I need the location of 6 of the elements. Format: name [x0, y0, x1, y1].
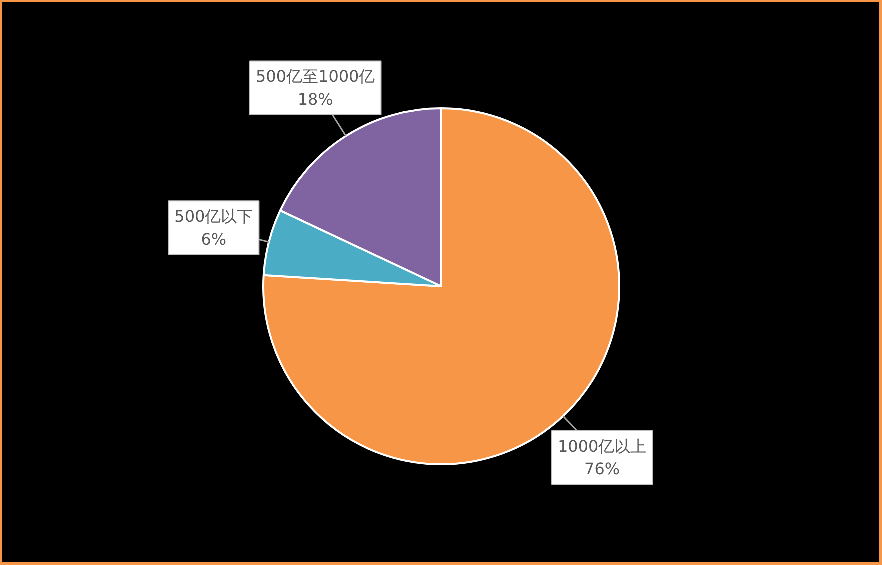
- slice-label: 1000亿以上: [558, 436, 647, 456]
- data-label: 76%: [584, 460, 620, 479]
- slice-label: 500亿以下: [174, 207, 254, 226]
- data-label: 18%: [298, 90, 334, 110]
- slice-label: 500亿至1000亿: [256, 67, 376, 86]
- data-label: 6%: [201, 230, 227, 249]
